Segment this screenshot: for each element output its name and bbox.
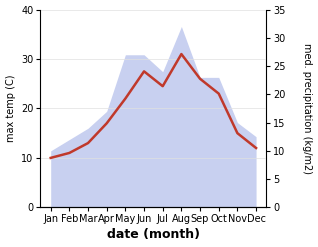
Y-axis label: max temp (C): max temp (C) [5, 75, 16, 142]
X-axis label: date (month): date (month) [107, 228, 200, 242]
Y-axis label: med. precipitation (kg/m2): med. precipitation (kg/m2) [302, 43, 313, 174]
